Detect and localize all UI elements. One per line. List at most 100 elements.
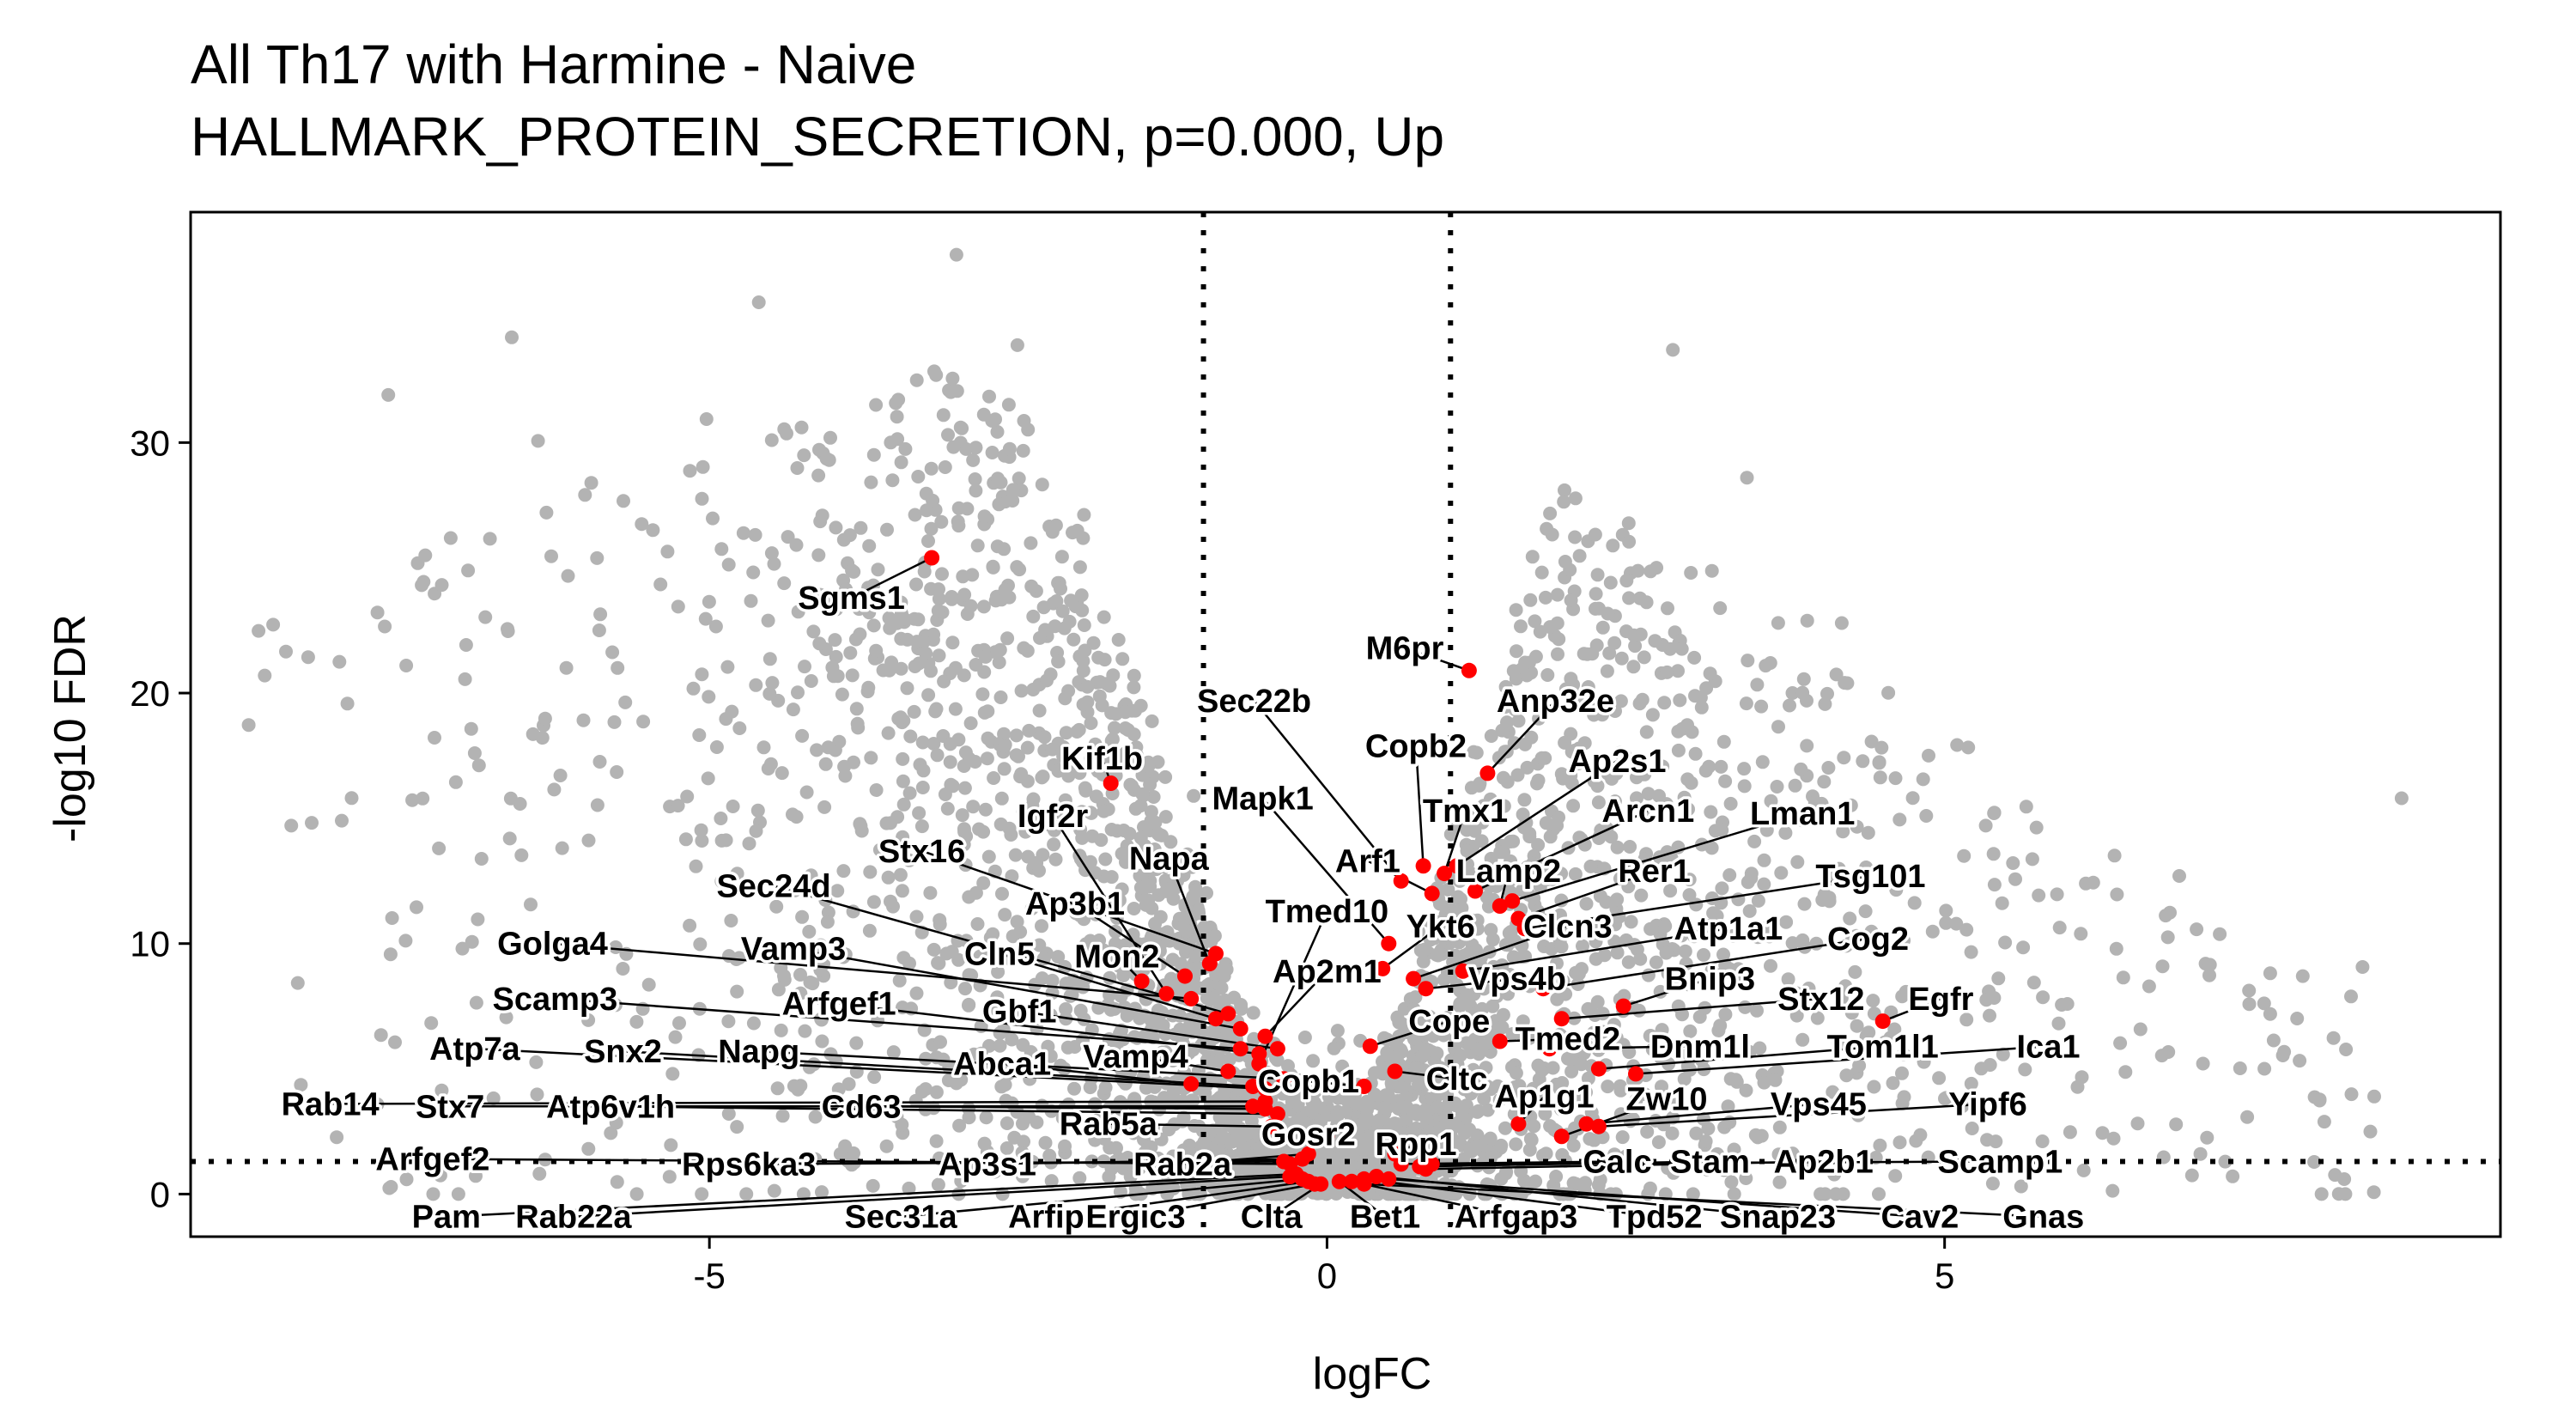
background-point [1145,714,1159,728]
background-point [1023,1072,1037,1086]
background-point [890,432,905,447]
background-point [2095,1126,2110,1140]
background-point [1433,1146,1448,1160]
connector-clcn3 [1413,925,1569,980]
background-point [829,649,843,664]
background-point [2086,875,2100,890]
gene-label-ap2s1: Ap2s1 [1568,744,1666,780]
point-stx7 [1245,1098,1261,1115]
background-point [2029,820,2044,835]
background-point [609,1116,623,1130]
background-point [1506,664,1521,678]
background-point [976,599,991,614]
background-point [1134,870,1149,885]
background-point [1552,632,1566,647]
background-point [866,895,881,909]
background-point [900,632,914,647]
background-point [1009,748,1024,763]
background-point [929,1085,944,1099]
background-point [1470,913,1485,927]
background-point [2018,1062,2032,1077]
background-point [1861,825,1875,840]
background-point [940,801,955,816]
background-point [1666,343,1680,357]
background-point [1622,1045,1637,1060]
background-point [1974,1061,1989,1076]
background-point [951,733,966,747]
background-point [1779,915,1794,929]
background-point [1682,888,1697,903]
background-point [962,998,975,1013]
background-point [1017,641,1031,655]
background-point [1141,759,1156,774]
background-point [1916,772,1930,787]
background-point [1922,748,1935,763]
background-point [664,1138,678,1152]
background-point [2307,1155,2322,1169]
background-point [815,1034,829,1049]
background-point [1091,650,1106,665]
background-point [399,1172,414,1187]
background-point [1590,994,1605,1009]
background-point [2226,1169,2240,1183]
background-point [1754,699,1769,714]
background-point [524,897,538,912]
background-point [2202,958,2217,972]
background-point [1718,774,1733,788]
background-point [764,433,779,447]
background-point [1723,796,1738,811]
background-point [1443,969,1458,983]
point-ap1g1 [1510,1116,1527,1132]
background-point [1097,804,1111,818]
background-point [1185,860,1200,874]
background-point [714,812,728,825]
background-point [829,602,844,617]
background-point [559,660,574,675]
gene-label-gosr2: Gosr2 [1261,1116,1356,1152]
gene-label-ap3s1: Ap3s1 [939,1146,1036,1183]
background-point [1246,1006,1261,1020]
background-point [1253,1163,1267,1177]
connector-arfip1 [1054,1180,1309,1218]
connector-stx16 [921,849,1217,955]
point-calc [1393,1156,1409,1172]
background-point [1024,579,1039,593]
connector-ap3s1 [987,1158,1303,1165]
background-point [881,870,896,885]
background-point [1697,948,1710,962]
background-point [1133,830,1148,845]
background-point [581,833,596,848]
background-point [943,755,957,769]
background-point [588,1037,603,1052]
background-point [294,1078,308,1092]
background-point [1626,660,1641,674]
background-point [993,1038,1007,1053]
background-point [1715,823,1729,837]
background-point [932,648,946,663]
gene-label-tmed10: Tmed10 [1266,894,1389,930]
background-point [987,1165,1002,1179]
background-point [2193,1146,2208,1161]
background-point [945,371,960,386]
background-point [829,520,843,535]
background-point [1390,1010,1405,1025]
background-point [1054,581,1067,596]
background-point [1593,889,1607,903]
background-point [1076,654,1091,668]
background-point [1832,861,1846,876]
background-point [610,765,624,779]
background-point [981,704,995,719]
background-point [724,914,738,927]
background-point [1364,1142,1378,1156]
background-point [1801,982,1816,995]
gene-label-ap3b1: Ap3b1 [1025,886,1125,922]
background-point [749,824,763,838]
background-point [708,619,723,634]
background-point [1327,1041,1341,1055]
background-point [1726,928,1741,943]
y-tick-label: 20 [130,673,170,714]
background-point [1055,1111,1070,1125]
background-point [839,582,854,597]
background-point [991,964,1005,979]
background-point [1839,1068,1854,1083]
